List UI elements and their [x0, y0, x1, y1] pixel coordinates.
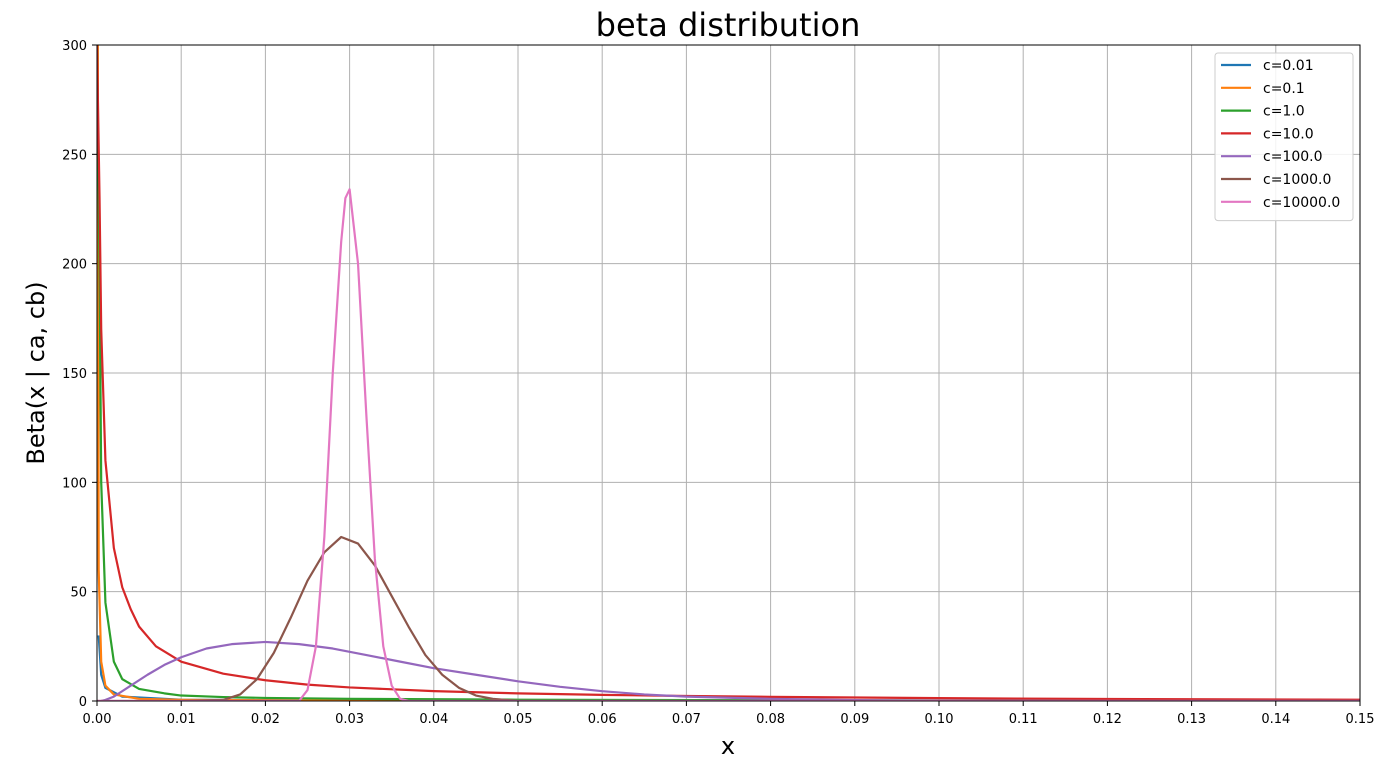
- y-tick-label: 50: [70, 586, 87, 601]
- legend-label: c=0.1: [1263, 81, 1305, 97]
- legend-label: c=0.01: [1263, 58, 1314, 74]
- x-tick-label: 0.06: [588, 712, 617, 727]
- x-tick-label: 0.01: [167, 712, 196, 727]
- legend-label: c=10.0: [1263, 126, 1314, 142]
- y-tick-label: 200: [62, 258, 87, 273]
- x-tick-label: 0.02: [251, 712, 280, 727]
- x-tick-label: 0.09: [840, 712, 869, 727]
- x-tick-label: 0.04: [419, 712, 448, 727]
- x-axis-ticks: 0.00 0.01 0.02 0.03 0.04 0.05 0.06 0.07 0.08 0.09…: [83, 701, 1375, 727]
- legend-label: c=10000.0: [1263, 195, 1340, 211]
- x-tick-label: 0.08: [756, 712, 785, 727]
- x-tick-label: 0.10: [925, 712, 954, 727]
- x-tick-label: 0.05: [504, 712, 533, 727]
- legend-label: c=1000.0: [1263, 172, 1331, 188]
- chart-title: beta distribution: [596, 6, 861, 44]
- y-tick-label: 0: [79, 695, 87, 710]
- x-tick-label: 0.15: [1346, 712, 1375, 727]
- legend: c=0.01 c=0.1 c=1.0 c=10.0 c=100.0 c=1000.0 c=1…: [1214, 52, 1354, 222]
- legend-label: c=1.0: [1263, 104, 1305, 120]
- x-axis-label: x: [721, 732, 735, 760]
- x-tick-label: 0.11: [1009, 712, 1038, 727]
- x-tick-label: 0.12: [1093, 712, 1122, 727]
- series-line-5: [97, 535, 1360, 701]
- series-line-3: [97, 45, 1360, 701]
- x-tick-label: 0.03: [335, 712, 364, 727]
- y-tick-label: 150: [62, 367, 87, 382]
- x-tick-label: 0.00: [83, 712, 112, 727]
- series-line-0: [97, 635, 1360, 701]
- y-axis-ticks: 0 50 100 150 200 250 300: [62, 39, 97, 710]
- legend-label: c=100.0: [1263, 149, 1323, 165]
- x-tick-label: 0.13: [1177, 712, 1206, 727]
- y-tick-label: 250: [62, 148, 87, 163]
- y-tick-label: 300: [62, 39, 87, 54]
- series-line-4: [100, 640, 1360, 701]
- grid-lines: [96, 44, 1361, 702]
- x-tick-label: 0.07: [672, 712, 701, 727]
- series-line-6: [97, 188, 1360, 701]
- y-tick-label: 100: [62, 476, 87, 491]
- y-axis-label: Beta(x | ca, cb): [22, 281, 50, 464]
- x-tick-label: 0.14: [1261, 712, 1290, 727]
